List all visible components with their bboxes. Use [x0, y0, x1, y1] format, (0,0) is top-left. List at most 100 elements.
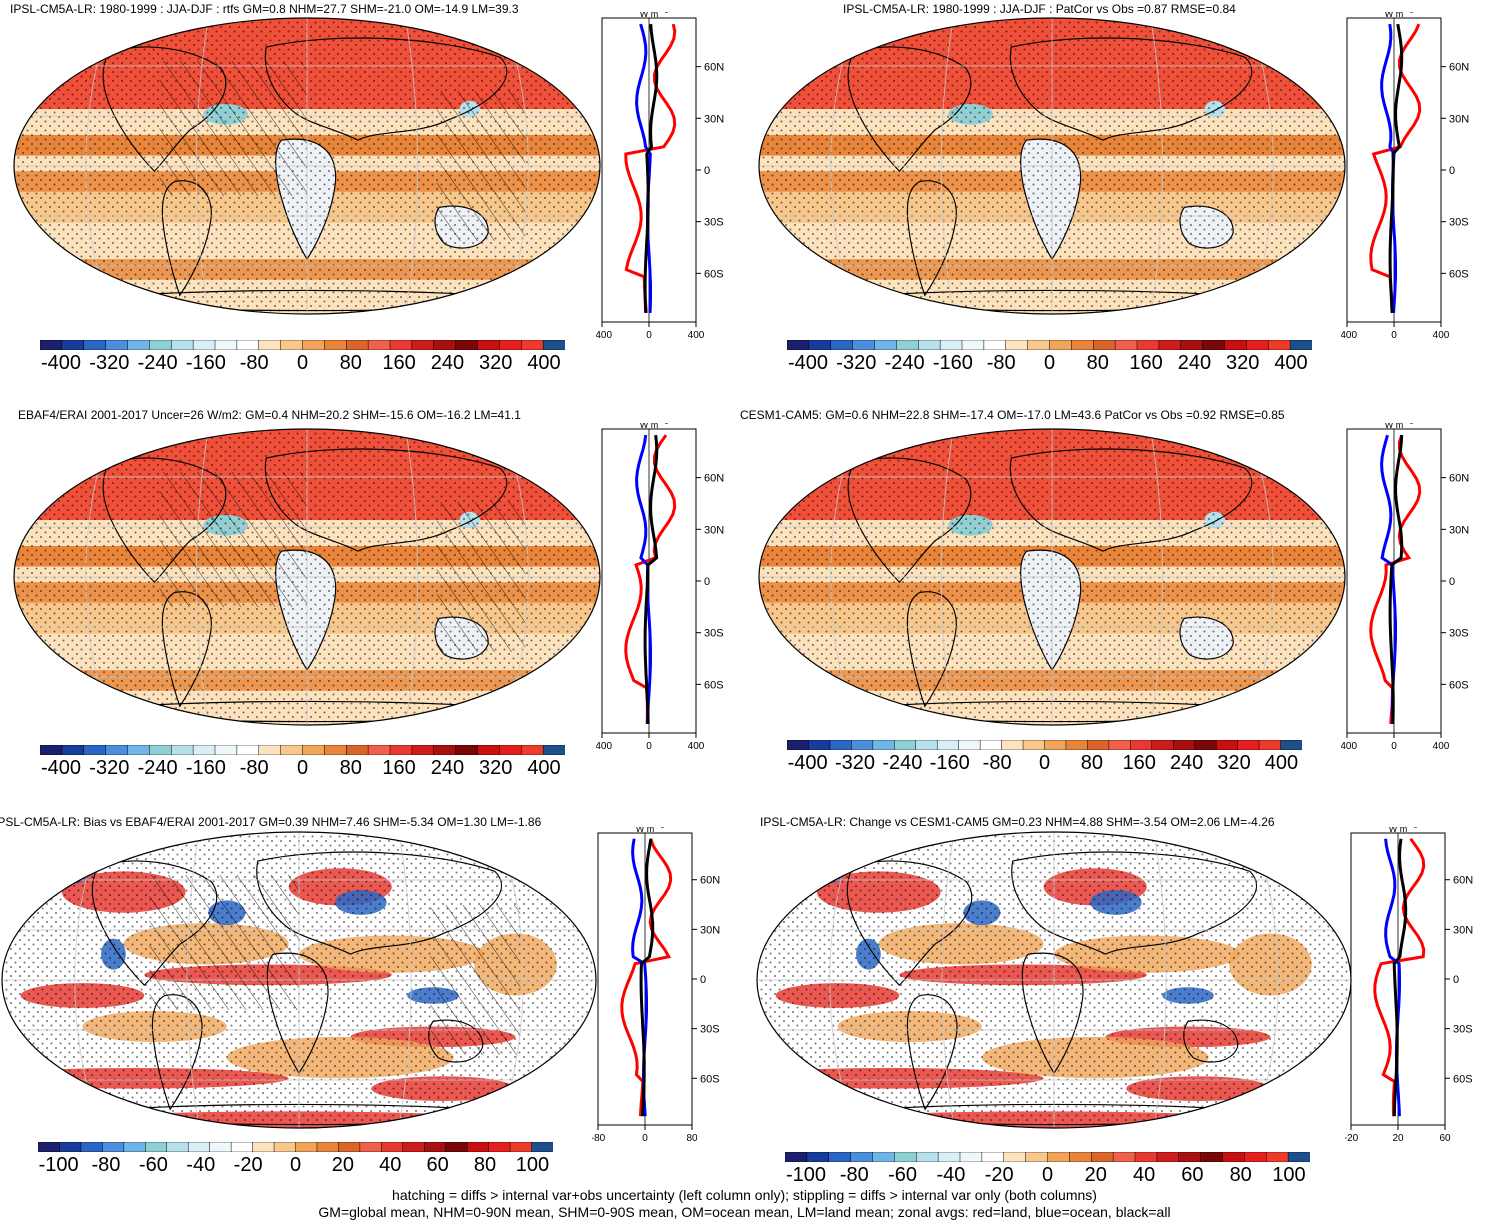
- zonal-lat-tick-label: 60N: [700, 875, 720, 887]
- zonal-x-tick-label: 60: [1439, 1133, 1451, 1144]
- colorbar-swatch: [40, 745, 63, 755]
- colorbar-tick-label: -160: [185, 352, 226, 374]
- colorbar-tick-label: 100: [515, 1154, 550, 1176]
- colorbar-swatch: [488, 1142, 511, 1152]
- colorbar-swatch: [872, 740, 896, 750]
- colorbar-swatch: [499, 340, 522, 350]
- colorbar-swatch: [1180, 340, 1204, 350]
- colorbar-swatch: [127, 340, 151, 350]
- colorbar-swatch: [389, 340, 413, 350]
- colorbar-swatch: [1266, 1152, 1289, 1162]
- colorbar-swatch: [477, 340, 501, 350]
- zonal-curve-land: [1373, 837, 1426, 1117]
- zonal-x-tick-label: -400: [596, 741, 612, 752]
- zonal-lat-tick-label: 0: [1453, 974, 1459, 986]
- colorbar-swatch: [83, 340, 107, 350]
- colorbar-swatch: [411, 745, 435, 755]
- colorbar-swatch: [302, 340, 326, 350]
- zonal-lat-tick-label: 30S: [1453, 1024, 1473, 1036]
- colorbar-swatch: [1001, 740, 1024, 750]
- zonal-curve-land: [1369, 434, 1422, 725]
- zonal-units-exponent: -2: [659, 827, 665, 830]
- zonal-mean-plot: W m -2 60N 30N 0 30S 60S -20 20 60: [1345, 827, 1473, 1144]
- colorbar-tick-label: 320: [1217, 752, 1251, 774]
- colorbar-tick-label: -40: [186, 1154, 216, 1176]
- colorbar-swatch: [1246, 340, 1269, 350]
- colorbar-swatch: [829, 740, 853, 750]
- colorbar-swatch: [324, 745, 347, 755]
- colorbar: [787, 340, 1312, 350]
- colorbar-swatch: [258, 340, 282, 350]
- colorbar-tick-label: -400: [40, 352, 82, 374]
- colorbar-swatch: [787, 340, 810, 350]
- colorbar-tick-label: -20: [984, 1164, 1014, 1186]
- colorbar-swatch: [1003, 1152, 1027, 1162]
- colorbar-swatch: [424, 1142, 447, 1152]
- colorbar-swatch: [828, 1152, 852, 1162]
- colorbar-tick-label: -100: [785, 1164, 827, 1186]
- panel-title: IPSL-CM5A-LR: 1980-1999 : JJA-DJF : rtfs…: [10, 2, 519, 16]
- colorbar-swatch: [896, 340, 919, 350]
- colorbar-swatch: [872, 1152, 896, 1162]
- colorbar-swatch: [1136, 340, 1160, 350]
- colorbar-swatch: [531, 1142, 553, 1152]
- colorbar-swatch: [521, 745, 544, 755]
- colorbar-tick-label: 80: [473, 1154, 497, 1176]
- colorbar-swatch: [1044, 740, 1067, 750]
- zonal-lat-tick-label: 0: [704, 576, 710, 588]
- zonal-mean-plot: W m -2 60N 30N 0 30S 60S -80 0 80: [592, 827, 720, 1144]
- zonal-lat-tick-label: 60N: [704, 473, 724, 485]
- colorbar-tick-label: 160: [382, 352, 416, 374]
- colorbar-swatch: [1151, 740, 1174, 750]
- colorbar-swatch: [1027, 340, 1051, 350]
- zonal-lat-tick-label: 60N: [1449, 62, 1469, 74]
- colorbar-swatch: [1093, 340, 1116, 350]
- zonal-lat-tick-label: 0: [704, 165, 710, 177]
- colorbar-swatch: [455, 340, 479, 350]
- colorbar-tick-label: -100: [38, 1154, 79, 1176]
- colorbar-swatch: [214, 340, 238, 350]
- zonal-x-tick-label: 20: [1392, 1133, 1404, 1144]
- colorbar-tick-label: 400: [1274, 352, 1308, 374]
- panel-6: IPSL-CM5A-LR: Change vs CESM1-CAM5 GM=0.…: [745, 812, 1489, 1186]
- zonal-units-label: W m: [640, 12, 659, 19]
- colorbar-swatch: [209, 1142, 232, 1152]
- zonal-curve-all: [643, 434, 659, 724]
- zonal-lat-tick-label: 30N: [1453, 924, 1473, 936]
- zonal-units-exponent: -2: [1408, 12, 1414, 15]
- colorbar-tick-label: 0: [1038, 752, 1051, 774]
- colorbar-swatch: [830, 340, 854, 350]
- colorbar-swatch: [785, 1152, 808, 1162]
- colorbar-tick-label: 100: [1272, 1164, 1306, 1186]
- colorbar-tick-label: -80: [239, 757, 269, 779]
- zonal-lat-tick-label: 60N: [1449, 473, 1469, 485]
- panel-2: IPSL-CM5A-LR: 1980-1999 : JJA-DJF : PatC…: [745, 0, 1489, 390]
- colorbar-swatch: [874, 340, 898, 350]
- zonal-lat-tick-label: 60N: [704, 62, 724, 74]
- panel-title: CESM1-CAM5: GM=0.6 NHM=22.8 SHM=-17.4 OM…: [740, 408, 1285, 422]
- colorbar-swatch: [273, 1142, 297, 1152]
- colorbar-swatch: [509, 1142, 533, 1152]
- colorbar-swatch: [127, 745, 151, 755]
- colorbar-swatch: [1178, 1152, 1202, 1162]
- colorbar-tick-label: -160: [929, 752, 970, 774]
- colorbar-swatch: [149, 745, 172, 755]
- zonal-x-tick-label: -400: [1341, 741, 1357, 752]
- colorbar-tick-label: -80: [91, 1154, 121, 1176]
- colorbar: [38, 1142, 553, 1152]
- colorbar-tick-label: 160: [382, 757, 416, 779]
- footer-line-2: GM=global mean, NHM=0-90N mean, SHM=0-90…: [318, 1204, 1171, 1220]
- colorbar-swatch: [149, 340, 172, 350]
- zonal-x-tick-label: -400: [596, 330, 612, 341]
- colorbar-swatch: [894, 740, 917, 750]
- colorbar-swatch: [1280, 740, 1302, 750]
- colorbar-tick-label: 80: [1229, 1164, 1252, 1186]
- colorbar-swatch: [542, 745, 565, 755]
- zonal-lat-tick-label: 30N: [704, 524, 724, 536]
- colorbar-tick-label: 400: [527, 757, 561, 779]
- colorbar-swatch: [433, 745, 457, 755]
- colorbar-swatch: [411, 340, 435, 350]
- colorbar-tick-label: -240: [137, 352, 178, 374]
- colorbar-swatch: [851, 740, 874, 750]
- world-map: [1, 831, 597, 1129]
